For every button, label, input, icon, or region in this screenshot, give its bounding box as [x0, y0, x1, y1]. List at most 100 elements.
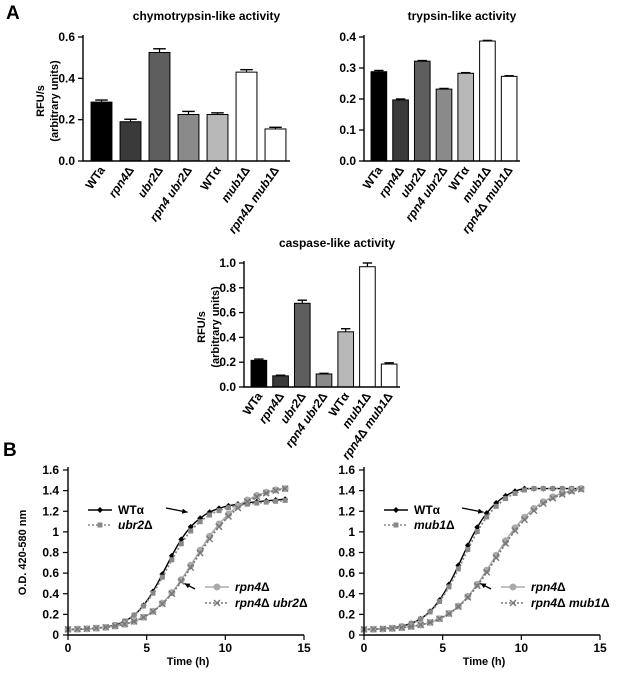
y-axis-label-units: (arbitrary units): [49, 60, 61, 142]
point-rpn4delta-ubr2delta: [215, 523, 223, 531]
x-tick-label: 5: [439, 641, 446, 655]
bar-wta: [370, 71, 388, 162]
legend-label-rpn4delta-ubr2delta: rpn4Δ ubr2Δ: [235, 596, 308, 610]
point-rpn4delta: [539, 498, 547, 506]
annotation-arrow-head: [480, 583, 487, 589]
chart-title: caspase-like activity: [279, 236, 395, 250]
point-mub1delta: [559, 486, 565, 492]
point-mub1delta: [446, 584, 452, 590]
y-tick-label: 0: [348, 628, 355, 642]
y-tick-label: 1.6: [42, 463, 59, 477]
point-mub1delta: [503, 496, 509, 502]
y-axis-label: O.D. 420-580 nm: [17, 509, 29, 595]
bar-rpn4-ubr2delta: [315, 373, 333, 388]
y-tick-label: 0.2: [338, 607, 355, 621]
point-rpn4delta-mub1delta: [577, 485, 585, 493]
point-rpn4delta-mub1delta: [511, 527, 519, 535]
point-rpn4delta-ubr2delta: [187, 564, 195, 572]
y-tick-label: 1.4: [338, 484, 355, 498]
point-rpn4delta-ubr2delta: [121, 620, 129, 628]
y-axis-label: RFU/s: [35, 85, 47, 117]
point-rpn4delta: [530, 504, 538, 512]
y-tick-label: 0.4: [219, 330, 236, 344]
point-rpn4delta-mub1delta: [398, 624, 406, 632]
point-rpn4delta-ubr2delta: [243, 498, 251, 506]
legend-marker-rpn4delta-ubr2delta: [213, 599, 221, 607]
y-axis-label-units: (arbitrary units): [210, 286, 222, 368]
point-rpn4delta-mub1delta: [379, 625, 387, 633]
y-tick-label: 0.0: [339, 154, 356, 168]
point-rpn4delta-mub1delta: [388, 624, 396, 632]
x-axis-label: Time (h): [167, 656, 210, 668]
legend-marker-wtalpha: [393, 507, 399, 513]
point-wtalpha: [178, 536, 185, 543]
point-rpn4delta-mub1delta: [549, 494, 557, 502]
point-rpn4delta-ubr2delta: [281, 485, 289, 493]
y-tick-label: 0.6: [58, 30, 75, 44]
point-ubr2delta: [141, 603, 147, 609]
point-ubr2delta: [254, 500, 260, 506]
y-tick-label: 1: [348, 525, 355, 539]
point-ubr2delta: [225, 505, 231, 511]
point-rpn4delta-ubr2delta: [140, 613, 148, 621]
point-rpn4delta-ubr2delta: [83, 625, 91, 633]
chymotrypsin-bar-chart: chymotrypsin-like activity RFU/s (arbitrar…: [35, 9, 290, 236]
legend-marker-rpn4delta: [213, 583, 221, 591]
legend-label-wtalpha: WTα: [414, 503, 441, 517]
y-tick-label: 0.2: [58, 113, 75, 127]
panel-label-a: A: [6, 3, 20, 24]
series-line-ubr2delta: [67, 499, 286, 631]
bar-rpn4-ubr2delta: [177, 114, 200, 162]
y-tick-label: 0.8: [42, 546, 59, 560]
point-ubr2delta: [216, 508, 222, 514]
axes: [243, 261, 400, 388]
point-ubr2delta: [159, 574, 165, 580]
tick-label-wta: WTa: [82, 163, 108, 191]
caspase-bar-chart: caspase-like activity RFU/s (arbitrary uni…: [196, 236, 400, 462]
panel-label-b: B: [3, 440, 17, 461]
point-rpn4delta-mub1delta: [417, 621, 425, 629]
bar-rpn4delta: [119, 121, 142, 162]
legend-marker-ubr2delta: [97, 522, 103, 528]
y-tick-label: 0.8: [219, 281, 236, 295]
x-tick-label: 10: [219, 641, 233, 655]
bar-rpn4delta: [272, 375, 289, 388]
annotation-arrow-head: [184, 583, 191, 589]
y-tick-label: 0.2: [42, 607, 59, 621]
point-mub1delta: [437, 598, 443, 604]
point-rpn4delta-mub1delta: [568, 487, 576, 495]
point-rpn4delta-mub1delta: [473, 582, 481, 590]
point-rpn4delta-ubr2delta: [168, 590, 176, 598]
point-rpn4delta-ubr2delta: [102, 623, 110, 631]
point-ubr2delta: [150, 590, 156, 596]
y-tick-label: 0.6: [42, 566, 59, 580]
point-mub1delta: [465, 547, 471, 553]
y-tick-label: 0.3: [339, 61, 356, 75]
point-rpn4delta-ubr2delta: [196, 549, 204, 557]
y-tick-label: 0.6: [219, 306, 236, 320]
y-tick-label: 1.2: [338, 504, 355, 518]
annotation-arrow-head: [181, 508, 188, 514]
bar-rpn4delta-mub1delta: [380, 363, 398, 388]
legend-label-mub1delta: mub1Δ: [414, 518, 455, 532]
x-tick-label: 0: [361, 641, 368, 655]
point-mub1delta: [521, 487, 527, 493]
point-ubr2delta: [197, 519, 203, 525]
point-rpn4delta-mub1delta: [454, 603, 462, 611]
y-axis-label: RFU/s: [196, 311, 208, 343]
series-line-wtalpha: [67, 498, 286, 631]
x-tick-label: 10: [515, 641, 529, 655]
point-rpn4delta-ubr2delta: [224, 513, 232, 521]
y-tick-label: 0.2: [219, 355, 236, 369]
y-tick-label: 0.0: [58, 154, 75, 168]
point-ubr2delta: [178, 541, 184, 547]
y-tick-label: 0.2: [339, 92, 356, 106]
bar-rpn4delta-mub1delta: [264, 128, 287, 162]
point-rpn4delta-mub1delta: [445, 610, 453, 618]
point-mub1delta: [512, 490, 518, 496]
legend-label-wtalpha: WTα: [118, 503, 145, 517]
point-rpn4delta-mub1delta: [530, 507, 538, 515]
growth-curve-mub1-chart: Time (h) 0 0.2 0.4 0.6 0.8 1 1.2 1.4 1.6 0 5 10 15 WTα…: [338, 463, 610, 668]
bar-ubr2delta: [148, 52, 171, 162]
bar-ubr2delta: [413, 60, 431, 162]
